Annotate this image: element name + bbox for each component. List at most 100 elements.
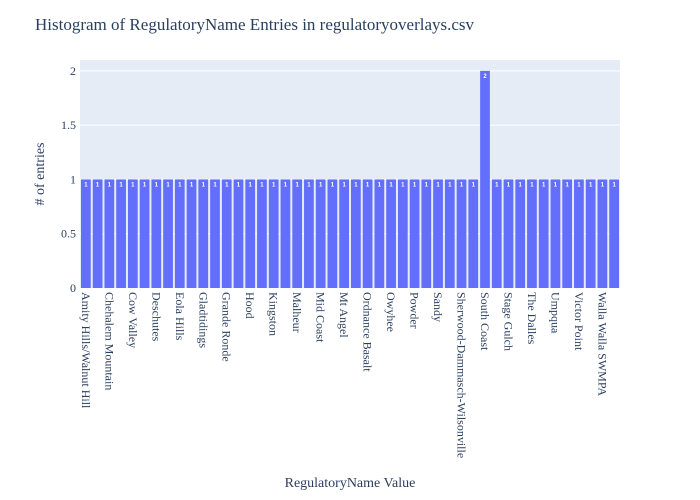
x-tick-label: Deschutes (149, 292, 163, 342)
bar-data-label: 1 (119, 182, 123, 188)
y-tick-label: 0 (70, 281, 76, 295)
y-tick-label: 0.5 (61, 227, 76, 241)
bar-data-label: 1 (566, 182, 570, 188)
bar-data-label: 2 (483, 74, 487, 80)
bar[interactable] (315, 179, 326, 288)
x-axis-ticks: Amity Hills/Walnut Hill Chehalem Mountain… (79, 292, 610, 458)
x-tick-label: Umpqua (548, 292, 562, 334)
bar[interactable] (456, 179, 467, 288)
bar-data-label: 1 (190, 182, 194, 188)
bar-data-label: 1 (237, 182, 241, 188)
x-tick-label: Cow Valley (126, 292, 140, 348)
bar-data-label: 1 (389, 182, 393, 188)
bar[interactable] (151, 179, 162, 288)
bar[interactable] (550, 179, 561, 288)
bar-data-label: 1 (530, 182, 534, 188)
bar[interactable] (304, 179, 314, 288)
bar[interactable] (515, 179, 526, 288)
bar[interactable] (362, 179, 373, 288)
bar-data-label: 1 (143, 182, 147, 188)
bar-data-label: 1 (284, 182, 288, 188)
bar[interactable] (409, 179, 420, 288)
bar[interactable] (292, 179, 303, 288)
bar-data-label: 1 (601, 182, 605, 188)
bar-data-label: 1 (577, 182, 581, 188)
bar[interactable] (116, 179, 126, 288)
bar[interactable] (503, 179, 514, 288)
x-tick-label: Ordnance Basalt (361, 292, 375, 372)
x-tick-label: Sherwood-Dammasch-Wilsonville (455, 292, 469, 458)
bar-data-label: 1 (131, 182, 135, 188)
bar[interactable] (585, 179, 596, 288)
bar[interactable] (444, 179, 455, 288)
bar[interactable] (268, 179, 279, 288)
bar[interactable] (397, 179, 408, 288)
bar[interactable] (198, 179, 209, 288)
x-tick-label: South Coast (478, 292, 492, 351)
bar[interactable] (527, 179, 537, 288)
bar[interactable] (104, 179, 115, 288)
x-tick-label: Malheur (290, 292, 304, 333)
bar-data-label: 1 (436, 182, 440, 188)
x-tick-label: Hood (243, 292, 257, 319)
bar[interactable] (421, 179, 432, 288)
bar-data-label: 1 (178, 182, 182, 188)
bar-data-label: 1 (448, 182, 452, 188)
bar-data-label: 1 (472, 182, 476, 188)
bar[interactable] (374, 179, 385, 288)
bar[interactable] (245, 179, 256, 288)
bar-data-label: 1 (366, 182, 370, 188)
x-tick-label: Walla Walla SWMPA (595, 292, 609, 396)
bar[interactable] (139, 179, 150, 288)
bar-data-label: 1 (307, 182, 311, 188)
bar-data-label: 1 (213, 182, 217, 188)
bar[interactable] (597, 179, 608, 288)
bar[interactable] (351, 179, 361, 288)
x-tick-label: Stage Gulch (501, 292, 515, 351)
x-tick-label: Owyhee (384, 292, 398, 332)
bar-data-label: 1 (413, 182, 417, 188)
bar[interactable] (538, 179, 549, 288)
bar[interactable] (174, 179, 185, 288)
bar[interactable] (257, 179, 267, 288)
x-tick-label: Chehalem Mountain (102, 292, 116, 390)
bar-data-label: 1 (354, 182, 358, 188)
bar[interactable] (163, 179, 173, 288)
bar-data-label: 1 (425, 182, 429, 188)
bar[interactable] (127, 179, 138, 288)
bar[interactable] (327, 179, 338, 288)
bar-data-label: 1 (378, 182, 382, 188)
bar[interactable] (339, 179, 349, 288)
x-tick-label: Grande Ronde (220, 292, 234, 362)
bar[interactable] (468, 179, 479, 288)
bar[interactable] (562, 179, 573, 288)
bar-data-label: 1 (202, 182, 206, 188)
bar[interactable] (433, 179, 443, 288)
bar-data-label: 1 (495, 182, 499, 188)
bar[interactable] (480, 70, 490, 288)
x-axis-title: RegulatoryName Value (285, 476, 416, 491)
bar-data-label: 1 (108, 182, 112, 188)
bar[interactable] (609, 179, 619, 288)
y-tick-label: 1.5 (61, 118, 76, 132)
bar-data-label: 1 (84, 182, 88, 188)
y-axis-title: # of entries (33, 143, 48, 206)
bar[interactable] (574, 179, 584, 288)
bar[interactable] (386, 179, 396, 288)
bar-data-label: 1 (542, 182, 546, 188)
bar[interactable] (280, 179, 291, 288)
bar-data-label: 1 (155, 182, 159, 188)
bar-data-label: 1 (225, 182, 229, 188)
bar-data-label: 1 (272, 182, 276, 188)
bar[interactable] (81, 179, 91, 288)
bar[interactable] (233, 179, 244, 288)
bar-data-label: 1 (612, 182, 616, 188)
bar-data-label: 1 (319, 182, 323, 188)
bar[interactable] (491, 179, 502, 288)
bar[interactable] (221, 179, 232, 288)
bar[interactable] (92, 179, 103, 288)
y-axis-ticks: 0 0.5 1 1.5 2 (61, 64, 76, 295)
x-tick-label: Sandy (431, 292, 445, 322)
bar[interactable] (210, 179, 220, 288)
bar[interactable] (186, 179, 197, 288)
